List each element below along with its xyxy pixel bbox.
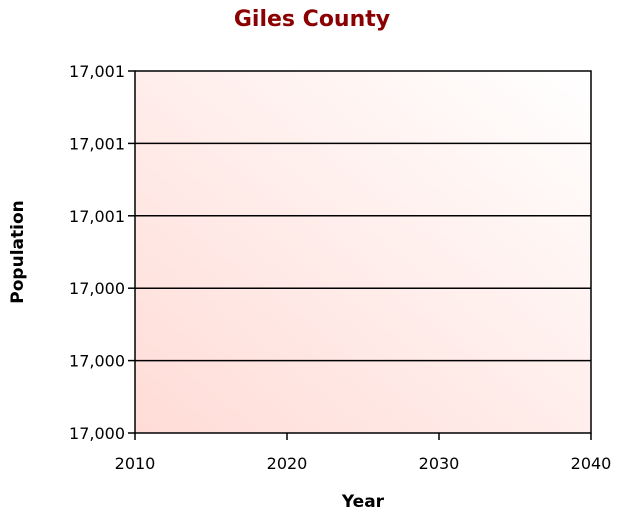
- x-tick-label: 2020: [267, 454, 308, 473]
- y-tick-label: 17,000: [69, 352, 125, 371]
- y-tick-labels: 17,000 17,000 17,000 17,001 17,001 17,001: [69, 62, 125, 443]
- y-tick-label: 17,001: [69, 62, 125, 81]
- y-gridlines: [128, 70, 591, 434]
- y-tick-label: 17,001: [69, 207, 125, 226]
- plot-area: [135, 71, 591, 433]
- y-tick-label: 17,001: [69, 134, 125, 153]
- x-tick-marks: [134, 433, 592, 440]
- y-axis-label: Population: [8, 200, 28, 303]
- x-tick-labels: 2010 2020 2030 2040: [115, 454, 612, 473]
- chart-title: Giles County: [234, 7, 390, 32]
- x-tick-label: 2040: [571, 454, 612, 473]
- x-tick-label: 2030: [419, 454, 460, 473]
- x-tick-label: 2010: [115, 454, 156, 473]
- y-tick-label: 17,000: [69, 279, 125, 298]
- plot-border: [134, 70, 592, 434]
- x-axis-label: Year: [341, 492, 385, 512]
- y-tick-label: 17,000: [69, 424, 125, 443]
